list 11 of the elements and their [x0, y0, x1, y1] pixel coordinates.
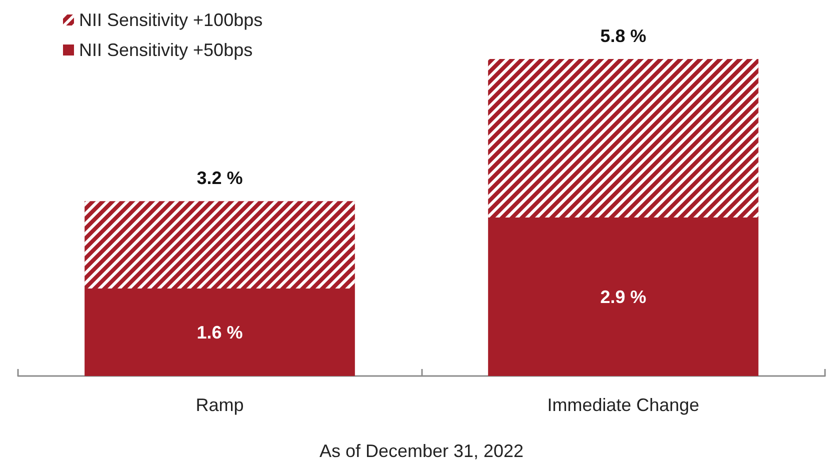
x-tick-label: Ramp: [196, 395, 244, 415]
legend-label: NII Sensitivity +100bps: [79, 10, 263, 30]
legend-label: NII Sensitivity +50bps: [79, 40, 253, 60]
data-label: 1.6 %: [196, 322, 243, 342]
total-label: 3.2 %: [196, 168, 243, 188]
data-label: 2.9 %: [600, 286, 646, 307]
bar: [84, 288, 355, 376]
x-axis-title: As of December 31, 2022: [319, 441, 524, 461]
bar: [488, 218, 758, 376]
x-tick-label: Immediate Change: [547, 395, 700, 415]
total-label: 5.8 %: [600, 26, 646, 46]
